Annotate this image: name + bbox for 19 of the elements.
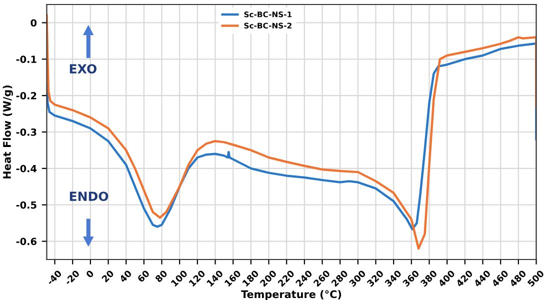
- x-tick-label: 20: [101, 270, 114, 283]
- x-tick-label: -20: [64, 270, 80, 286]
- x-tick-label: -40: [46, 270, 62, 286]
- y-axis-title: Heat Flow (W/g): [2, 86, 13, 178]
- annotation: EXO: [70, 64, 96, 74]
- annotation: ENDO: [70, 192, 108, 202]
- x-tick-label: 40: [118, 270, 132, 283]
- y-tick-label: -0.4: [16, 164, 37, 172]
- x-axis-title: Temperature (°C): [241, 290, 342, 300]
- y-tick-label: -0.1: [16, 56, 36, 63]
- y-tick-label: 0: [30, 19, 37, 27]
- x-tick-label: 80: [154, 270, 168, 283]
- y-tick-label: -0.3: [16, 128, 36, 136]
- x-tick-label: 0: [86, 270, 94, 278]
- line-series: [46, 42, 536, 230]
- y-tick-label: -0.5: [16, 201, 36, 209]
- y-tick-label: -0.2: [16, 92, 36, 100]
- x-tick-label: 60: [136, 270, 150, 283]
- y-tick-label: -0.6: [16, 238, 37, 246]
